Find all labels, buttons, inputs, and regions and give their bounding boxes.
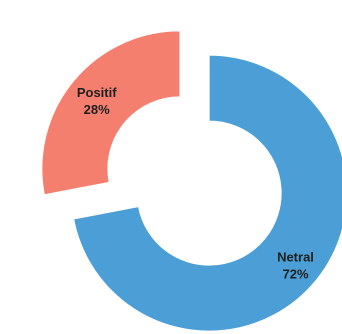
slice-label-netral: Netral [277,250,314,265]
slice-label-positif: Positif [77,85,117,100]
slice-positif [41,30,181,196]
slice-value-netral: 72% [282,267,308,282]
slice-netral [73,54,342,332]
slices-layer [41,30,342,332]
labels-layer: Positif 28% Netral 72% [77,85,314,282]
slice-value-positif: 28% [84,102,110,117]
